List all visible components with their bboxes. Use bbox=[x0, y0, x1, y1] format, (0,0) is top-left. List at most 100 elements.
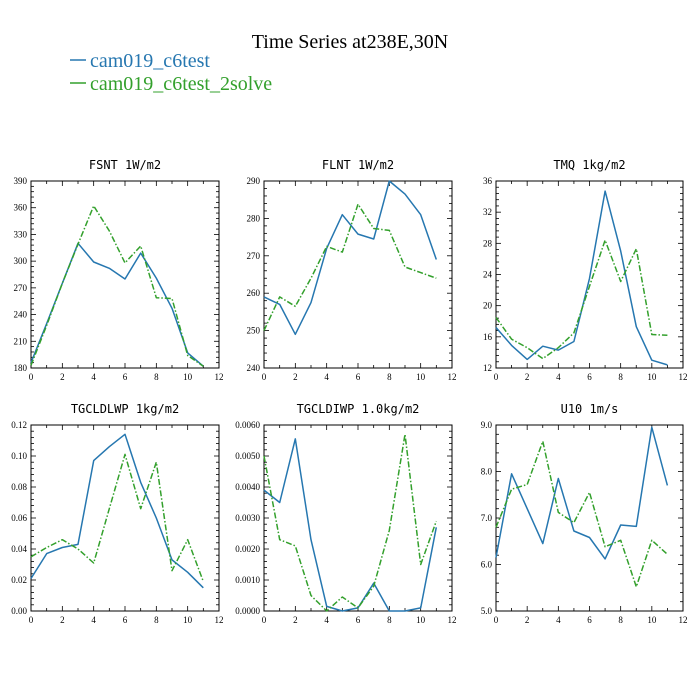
plot-frame bbox=[263, 180, 453, 369]
series-line-c6test bbox=[30, 242, 204, 367]
x-tick-label: 8 bbox=[618, 372, 623, 382]
y-tick-label: 0.0010 bbox=[235, 575, 260, 585]
x-tick-label: 0 bbox=[262, 615, 267, 625]
y-tick-label: 360 bbox=[14, 203, 28, 213]
x-tick-label: 10 bbox=[183, 372, 193, 382]
x-tick-label: 2 bbox=[60, 615, 65, 625]
x-tick-label: 2 bbox=[293, 372, 298, 382]
chart-panel-flnt: FLNT 1W/m2 0 2 4 6 8 10 12 240 250 260 270 280 290 bbox=[247, 158, 457, 382]
y-tick-label: 24 bbox=[483, 270, 493, 280]
panel-title: TGCLDLWP 1kg/m2 bbox=[71, 402, 179, 416]
x-tick-label: 4 bbox=[556, 615, 561, 625]
y-tick-label: 7.0 bbox=[481, 513, 493, 523]
x-tick-label: 12 bbox=[215, 372, 224, 382]
x-tick-label: 6 bbox=[123, 615, 128, 625]
x-tick-label: 6 bbox=[123, 372, 128, 382]
x-tick-label: 2 bbox=[525, 615, 530, 625]
x-tick-label: 4 bbox=[324, 372, 329, 382]
y-tick-label: 0.0040 bbox=[235, 482, 260, 492]
x-tick-label: 8 bbox=[387, 372, 392, 382]
y-tick-label: 210 bbox=[14, 336, 28, 346]
y-tick-label: 240 bbox=[247, 363, 261, 373]
y-tick-label: 0.0020 bbox=[235, 544, 260, 554]
figure-title: Time Series at238E,30N bbox=[252, 31, 448, 53]
plot-frame bbox=[30, 424, 220, 612]
x-tick-label: 0 bbox=[29, 615, 34, 625]
x-tick-label: 10 bbox=[416, 372, 426, 382]
y-tick-label: 12 bbox=[483, 363, 492, 373]
x-tick-label: 4 bbox=[556, 372, 561, 382]
series-line-c6test bbox=[30, 433, 204, 589]
series-line-c6test-2solve bbox=[263, 203, 437, 331]
x-tick-label: 6 bbox=[356, 372, 361, 382]
y-tick-label: 180 bbox=[14, 363, 28, 373]
y-tick-label: 0.0030 bbox=[235, 513, 260, 523]
series-line-c6test bbox=[495, 426, 669, 560]
x-tick-label: 2 bbox=[60, 372, 65, 382]
legend-entry: cam019_c6test_2solve bbox=[70, 73, 272, 95]
y-tick-label: 0.04 bbox=[11, 544, 27, 554]
panel-title: FSNT 1W/m2 bbox=[89, 158, 161, 172]
y-tick-label: 0.0000 bbox=[235, 606, 260, 616]
x-tick-label: 10 bbox=[183, 615, 193, 625]
x-tick-label: 4 bbox=[91, 372, 96, 382]
x-tick-label: 2 bbox=[525, 372, 530, 382]
y-tick-label: 240 bbox=[14, 310, 28, 320]
y-tick-label: 390 bbox=[14, 176, 28, 186]
y-tick-label: 0.06 bbox=[11, 513, 27, 523]
y-tick-label: 0.08 bbox=[11, 482, 27, 492]
y-tick-label: 260 bbox=[247, 288, 261, 298]
x-tick-label: 12 bbox=[448, 372, 457, 382]
x-tick-label: 10 bbox=[647, 372, 657, 382]
y-tick-label: 9.0 bbox=[481, 420, 493, 430]
x-tick-label: 12 bbox=[679, 615, 688, 625]
series-line-c6test-2solve bbox=[495, 440, 668, 588]
y-tick-label: 330 bbox=[14, 229, 28, 239]
y-tick-label: 280 bbox=[247, 213, 261, 223]
x-tick-label: 4 bbox=[324, 615, 329, 625]
y-tick-label: 36 bbox=[483, 176, 493, 186]
x-tick-label: 8 bbox=[387, 615, 392, 625]
x-tick-label: 2 bbox=[293, 615, 298, 625]
y-tick-label: 5.0 bbox=[481, 606, 493, 616]
y-tick-label: 28 bbox=[483, 238, 493, 248]
y-tick-label: 20 bbox=[483, 301, 493, 311]
y-tick-label: 270 bbox=[14, 283, 28, 293]
y-tick-label: 8.0 bbox=[481, 467, 493, 477]
y-tick-label: 270 bbox=[247, 251, 261, 261]
series-line-c6test-2solve bbox=[30, 453, 205, 582]
panel-title: TGCLDIWP 1.0kg/m2 bbox=[297, 402, 420, 416]
x-tick-label: 8 bbox=[618, 615, 623, 625]
x-tick-label: 6 bbox=[356, 615, 361, 625]
plot-frame bbox=[30, 180, 220, 369]
chart-panel-fsnt: FSNT 1W/m2 0 2 4 6 8 10 12 180 210 240 270 300 330 360… bbox=[14, 158, 224, 382]
x-tick-label: 0 bbox=[262, 372, 267, 382]
x-tick-label: 12 bbox=[215, 615, 224, 625]
y-tick-label: 0.12 bbox=[11, 420, 27, 430]
y-tick-label: 250 bbox=[247, 326, 261, 336]
figure-legend: cam019_c6test cam019_c6test_2solve bbox=[70, 50, 272, 95]
y-tick-label: 290 bbox=[247, 176, 261, 186]
y-tick-label: 300 bbox=[14, 256, 28, 266]
series-line-c6test bbox=[263, 180, 438, 336]
y-tick-label: 0.0060 bbox=[235, 420, 260, 430]
y-tick-label: 6.0 bbox=[481, 560, 493, 570]
x-tick-label: 8 bbox=[154, 615, 159, 625]
y-tick-label: 0.10 bbox=[11, 451, 27, 461]
x-tick-label: 10 bbox=[416, 615, 426, 625]
panel-title: FLNT 1W/m2 bbox=[322, 158, 394, 172]
y-tick-label: 0.02 bbox=[11, 575, 27, 585]
legend-label: cam019_c6test bbox=[90, 50, 210, 72]
y-tick-label: 0.00 bbox=[11, 606, 27, 616]
x-tick-label: 12 bbox=[679, 372, 688, 382]
x-tick-label: 0 bbox=[29, 372, 34, 382]
legend-label: cam019_c6test_2solve bbox=[90, 73, 272, 95]
series-line-c6test bbox=[263, 438, 438, 612]
series-line-c6test-2solve bbox=[495, 239, 668, 360]
chart-panel-tgcldiwp: TGCLDIWP 1.0kg/m2 0 2 4 6 8 10 12 0.0000 0.0010 0.… bbox=[235, 402, 456, 625]
legend-entry: cam019_c6test bbox=[70, 50, 210, 72]
x-tick-label: 0 bbox=[494, 615, 499, 625]
x-tick-label: 0 bbox=[494, 372, 499, 382]
